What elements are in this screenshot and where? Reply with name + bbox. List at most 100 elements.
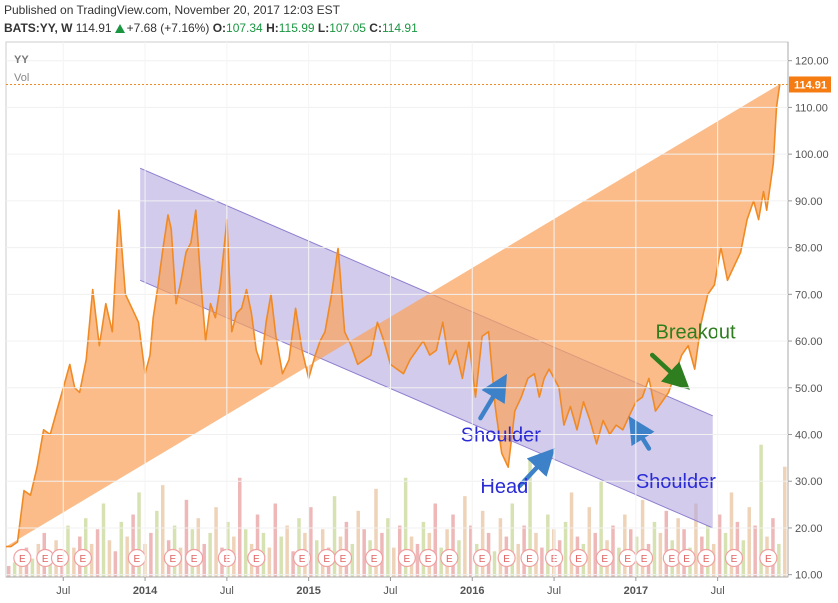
earnings-marker[interactable]: E <box>677 548 696 568</box>
volume-bar <box>457 540 461 577</box>
earnings-marker[interactable]: E <box>520 548 539 568</box>
earnings-marker[interactable]: E <box>13 548 32 568</box>
volume-bar <box>149 532 153 577</box>
up-arrow-icon <box>114 24 125 33</box>
earnings-circle[interactable] <box>472 548 492 568</box>
earnings-circle[interactable] <box>333 548 353 568</box>
earnings-circle[interactable] <box>569 548 588 568</box>
y-tick-label: 90.00 <box>795 196 823 208</box>
volume-bar <box>160 485 165 577</box>
earnings-marker[interactable]: E <box>618 548 637 568</box>
earnings-circle[interactable] <box>73 548 92 568</box>
earnings-circle[interactable] <box>364 548 384 568</box>
earnings-label: E <box>403 554 410 565</box>
earnings-circle[interactable] <box>50 548 70 568</box>
volume-bar <box>617 547 621 577</box>
last-price-badge <box>789 76 831 93</box>
y-tick-label: 80.00 <box>795 243 823 255</box>
volume-bar <box>374 488 378 577</box>
earnings-label: E <box>134 554 141 565</box>
volume-bar <box>344 521 349 577</box>
volume-bar <box>599 481 603 577</box>
y-tick-label: 60.00 <box>795 336 823 348</box>
earnings-circle[interactable] <box>185 548 204 568</box>
earnings-label: E <box>340 554 347 565</box>
earnings-circle[interactable] <box>595 548 614 568</box>
earnings-marker[interactable]: E <box>472 548 492 568</box>
volume-bar <box>498 518 503 577</box>
earnings-marker[interactable]: E <box>364 548 384 568</box>
earnings-marker[interactable]: E <box>333 548 353 568</box>
volume-bar <box>267 547 272 577</box>
earnings-circle[interactable] <box>724 548 744 568</box>
earnings-label: E <box>731 554 738 565</box>
earnings-marker[interactable]: E <box>440 548 459 568</box>
x-tick-label: Jul <box>383 585 397 597</box>
earnings-label: E <box>425 554 432 565</box>
earnings-marker[interactable]: E <box>247 548 266 568</box>
x-tick-label: 2015 <box>296 585 320 597</box>
volume-bar <box>415 543 420 577</box>
earnings-marker[interactable]: E <box>163 548 182 568</box>
earnings-marker[interactable]: E <box>185 548 204 568</box>
y-tick-label: 100.00 <box>795 149 829 161</box>
earnings-marker[interactable]: E <box>397 548 416 568</box>
earnings-circle[interactable] <box>759 548 778 568</box>
volume-bar <box>119 521 124 577</box>
earnings-marker[interactable]: E <box>293 548 312 568</box>
earnings-marker[interactable]: E <box>50 548 70 568</box>
volume-bar <box>451 514 455 577</box>
volume-bar <box>30 558 35 577</box>
earnings-circle[interactable] <box>440 548 459 568</box>
volume-bar <box>107 540 112 577</box>
volume-label: Vol <box>14 72 29 84</box>
volume-bar <box>777 543 781 577</box>
earnings-circle[interactable] <box>293 548 312 568</box>
volume-bar <box>469 525 473 577</box>
annotation-shoulder: Shoulder <box>461 424 541 446</box>
volume-bar <box>362 529 366 577</box>
earnings-marker[interactable]: E <box>595 548 614 568</box>
volume-bar <box>759 444 763 577</box>
volume-bar <box>279 536 283 577</box>
earnings-label: E <box>526 554 533 565</box>
earnings-circle[interactable] <box>13 548 32 568</box>
volume-bar <box>735 521 740 577</box>
earnings-marker[interactable]: E <box>418 548 438 568</box>
earnings-marker[interactable]: E <box>634 548 654 568</box>
volume-bar <box>563 521 568 577</box>
earnings-label: E <box>765 554 772 565</box>
earnings-marker[interactable]: E <box>127 548 146 568</box>
earnings-circle[interactable] <box>520 548 539 568</box>
earnings-circle[interactable] <box>418 548 438 568</box>
annotation-head: Head <box>480 476 528 498</box>
earnings-circle[interactable] <box>677 548 696 568</box>
earnings-circle[interactable] <box>163 548 182 568</box>
earnings-label: E <box>503 554 510 565</box>
close-label: C: <box>369 21 382 35</box>
earnings-marker[interactable]: E <box>73 548 92 568</box>
earnings-marker[interactable]: E <box>317 548 336 568</box>
volume-bar <box>392 547 396 577</box>
earnings-circle[interactable] <box>697 548 716 568</box>
symbol-label: BATS:YY, W <box>4 21 73 35</box>
earnings-circle[interactable] <box>247 548 266 568</box>
volume-bar <box>546 514 550 577</box>
volume-bar <box>66 525 70 577</box>
chart-symbol-label: YY <box>14 54 29 66</box>
open-value: 107.34 <box>226 21 263 35</box>
earnings-marker[interactable]: E <box>759 548 778 568</box>
earnings-marker[interactable]: E <box>497 548 516 568</box>
earnings-label: E <box>683 554 690 565</box>
earnings-marker[interactable]: E <box>697 548 716 568</box>
earnings-circle[interactable] <box>397 548 416 568</box>
earnings-marker[interactable]: E <box>724 548 744 568</box>
volume-bar <box>587 507 592 577</box>
earnings-label: E <box>42 554 49 565</box>
y-tick-label: 70.00 <box>795 289 823 301</box>
volume-bar <box>652 521 657 577</box>
earnings-circle[interactable] <box>497 548 516 568</box>
earnings-marker[interactable]: E <box>569 548 588 568</box>
earnings-label: E <box>479 554 486 565</box>
